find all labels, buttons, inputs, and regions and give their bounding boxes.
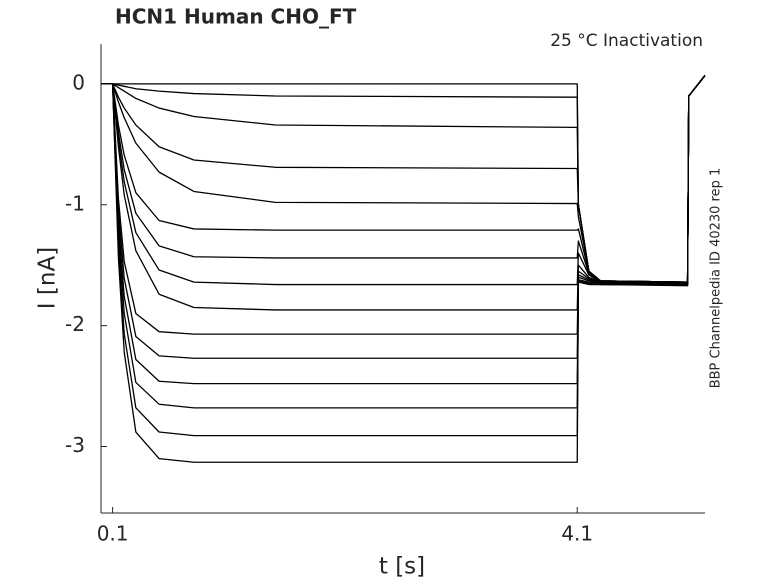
trace [101, 75, 706, 359]
trace [101, 75, 706, 463]
y-axis-label: I [nA] [35, 247, 61, 309]
trace [101, 75, 706, 311]
x-axis-label: t [s] [379, 554, 425, 580]
trace [101, 75, 706, 283]
side-note: BBP Channelpedia ID 40230 rep 1 [709, 168, 724, 389]
trace [101, 75, 706, 286]
chart-title: HCN1 Human CHO_FT [115, 5, 357, 29]
trace [101, 75, 706, 283]
trace [101, 75, 706, 283]
y-tick-label: -3 [65, 433, 85, 457]
trace [101, 75, 706, 283]
trace [101, 75, 706, 335]
trace [101, 75, 706, 283]
trace [101, 75, 706, 437]
x-tick-label: 4.1 [561, 522, 593, 546]
y-tick-label: 0 [72, 70, 85, 94]
x-tick-label: 0.1 [97, 522, 129, 546]
annotation: 25 °C Inactivation [550, 31, 703, 51]
y-tick-label: -1 [65, 191, 85, 215]
y-tick-label: -2 [65, 312, 85, 336]
trace [101, 75, 706, 283]
trace [101, 75, 706, 283]
